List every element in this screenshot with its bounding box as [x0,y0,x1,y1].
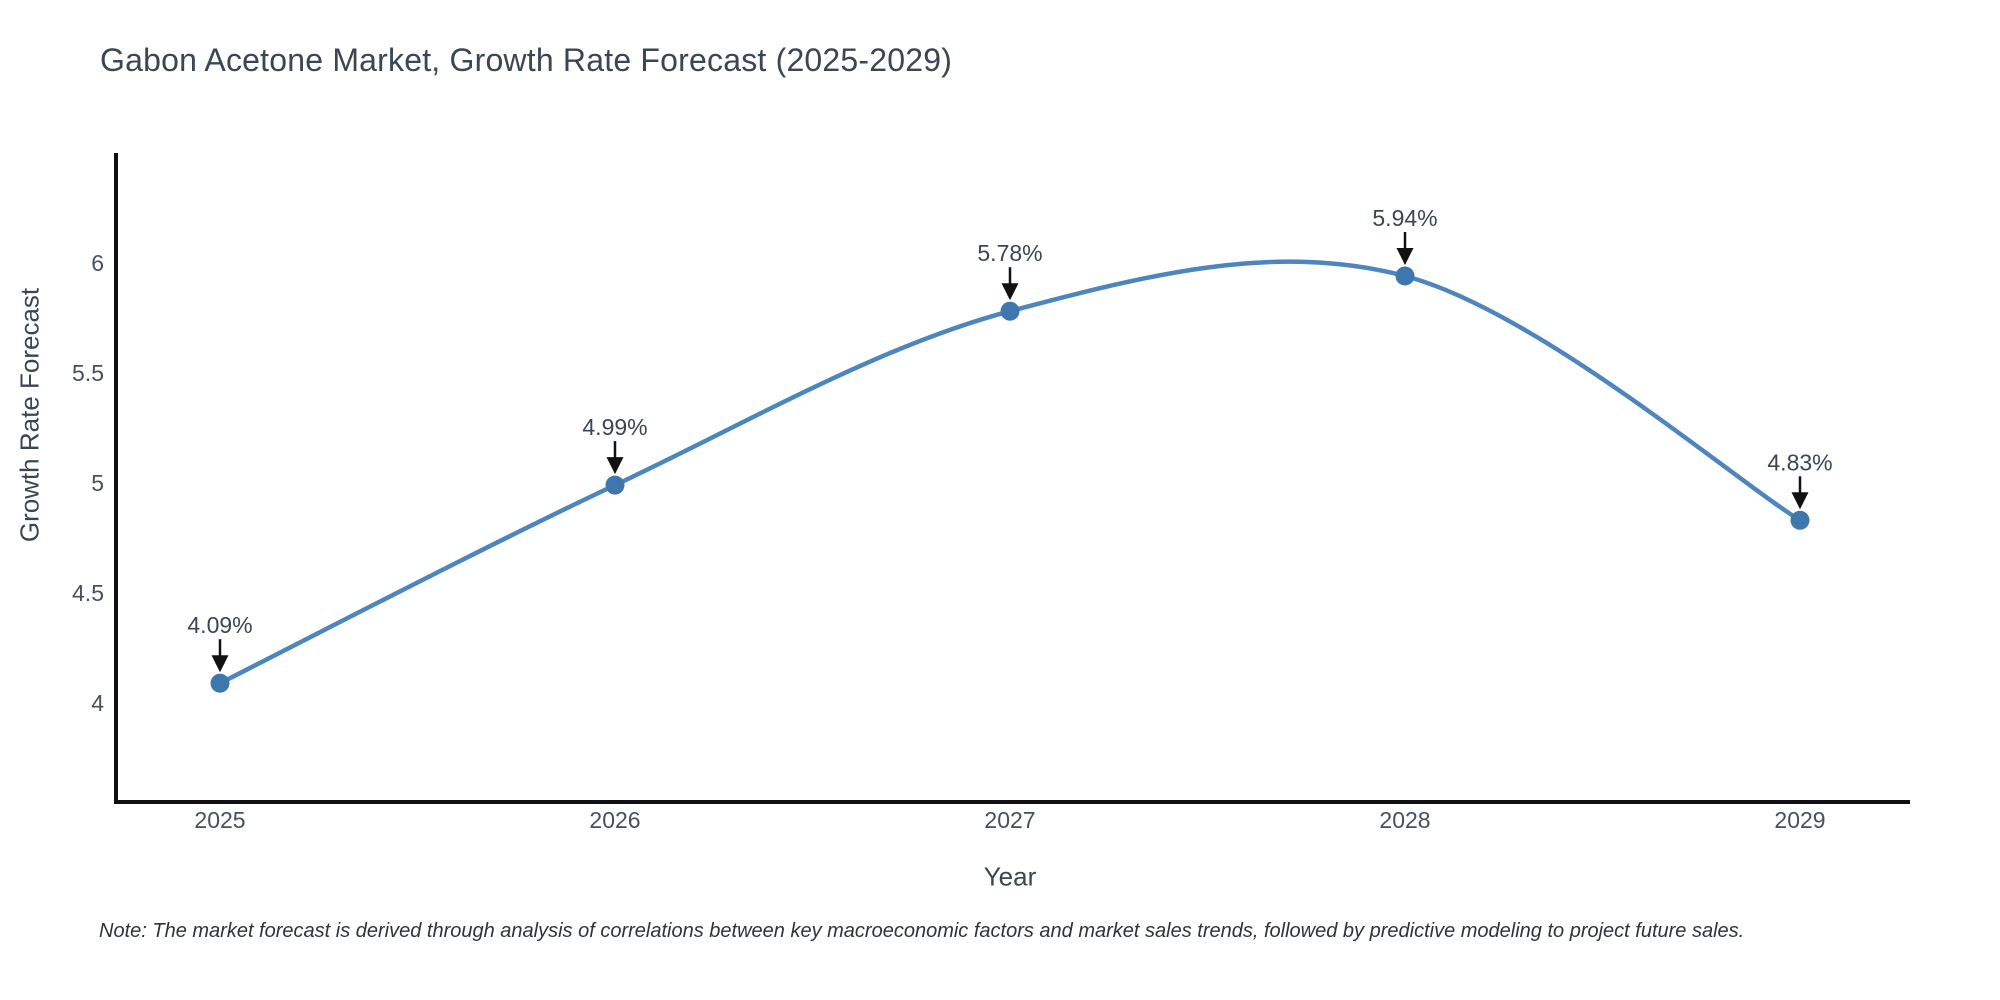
annotation-arrow-head [1396,248,1414,265]
y-tick-label: 6 [91,250,104,276]
data-point-label: 5.78% [977,240,1042,266]
y-axis-title: Growth Rate Forecast [14,287,45,543]
data-point-2029[interactable] [1790,510,1810,530]
x-tick-label: 2025 [194,807,245,833]
data-point-2026[interactable] [605,475,625,495]
data-point-2027[interactable] [1000,301,1020,321]
y-tick-label: 4 [91,690,104,716]
y-tick-label: 5 [91,470,104,496]
chart-title: Gabon Acetone Market, Growth Rate Foreca… [100,42,953,78]
x-tick-label: 2028 [1379,807,1430,833]
data-point-2025[interactable] [210,673,230,693]
data-point-label: 5.94% [1372,205,1437,231]
footnote: Note: The market forecast is derived thr… [99,920,1745,942]
annotation-arrow-head [211,655,229,673]
forecast-spline-line [217,259,1803,686]
x-tick-label: 2026 [589,807,640,833]
data-point-2028[interactable] [1395,266,1415,286]
x-tick-label: 2029 [1774,807,1825,833]
data-point-label: 4.99% [582,414,647,440]
y-tick-label: 5.5 [72,360,104,386]
data-point-label: 4.09% [187,612,252,638]
x-tick-label: 2027 [984,807,1035,833]
y-tick-label: 4.5 [72,580,104,606]
annotation-arrow-head [1791,492,1809,510]
annotation-arrow-head [1001,283,1019,301]
annotation-arrow-head [606,457,624,475]
x-axis-title: Year [983,861,1037,892]
data-point-label: 4.83% [1767,449,1832,475]
